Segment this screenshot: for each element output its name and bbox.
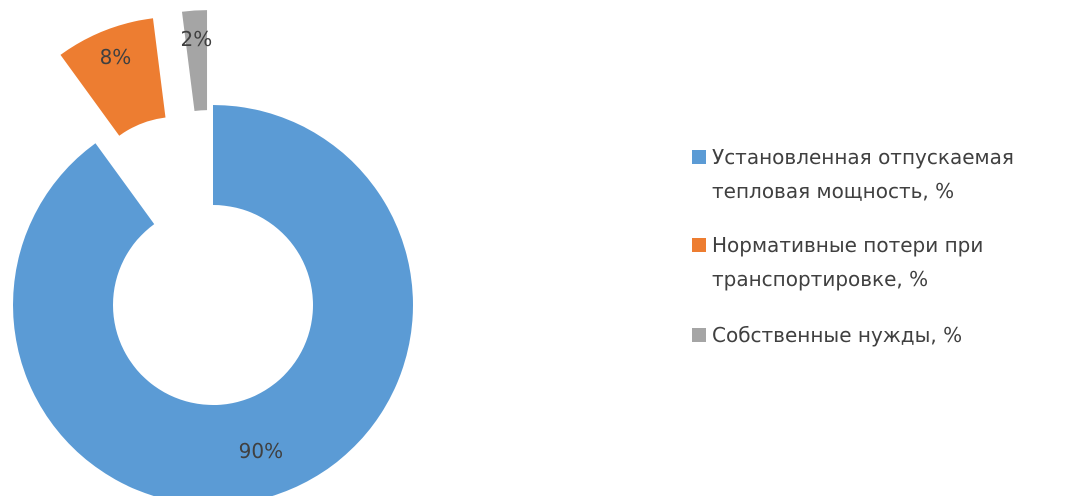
data-label: 90%	[239, 439, 283, 463]
donut-slice	[13, 105, 413, 496]
legend-label: Собственные нужды, %	[712, 323, 963, 347]
donut-slice	[60, 18, 166, 136]
legend-entry: Собственные нужды, %	[692, 318, 1072, 352]
legend-swatch	[692, 238, 706, 252]
legend-swatch	[692, 150, 706, 164]
legend-entry: Установленная отпускаемая тепловая мощно…	[692, 140, 1072, 208]
donut-slice	[181, 10, 208, 111]
legend-label: Установленная отпускаемая тепловая мощно…	[712, 145, 1014, 203]
data-label: 2%	[180, 27, 212, 51]
legend-swatch	[692, 328, 706, 342]
legend-label: Нормативные потери при транспортировке, …	[712, 233, 984, 291]
data-label: 8%	[100, 45, 132, 69]
legend-entry: Нормативные потери при транспортировке, …	[692, 228, 1072, 296]
